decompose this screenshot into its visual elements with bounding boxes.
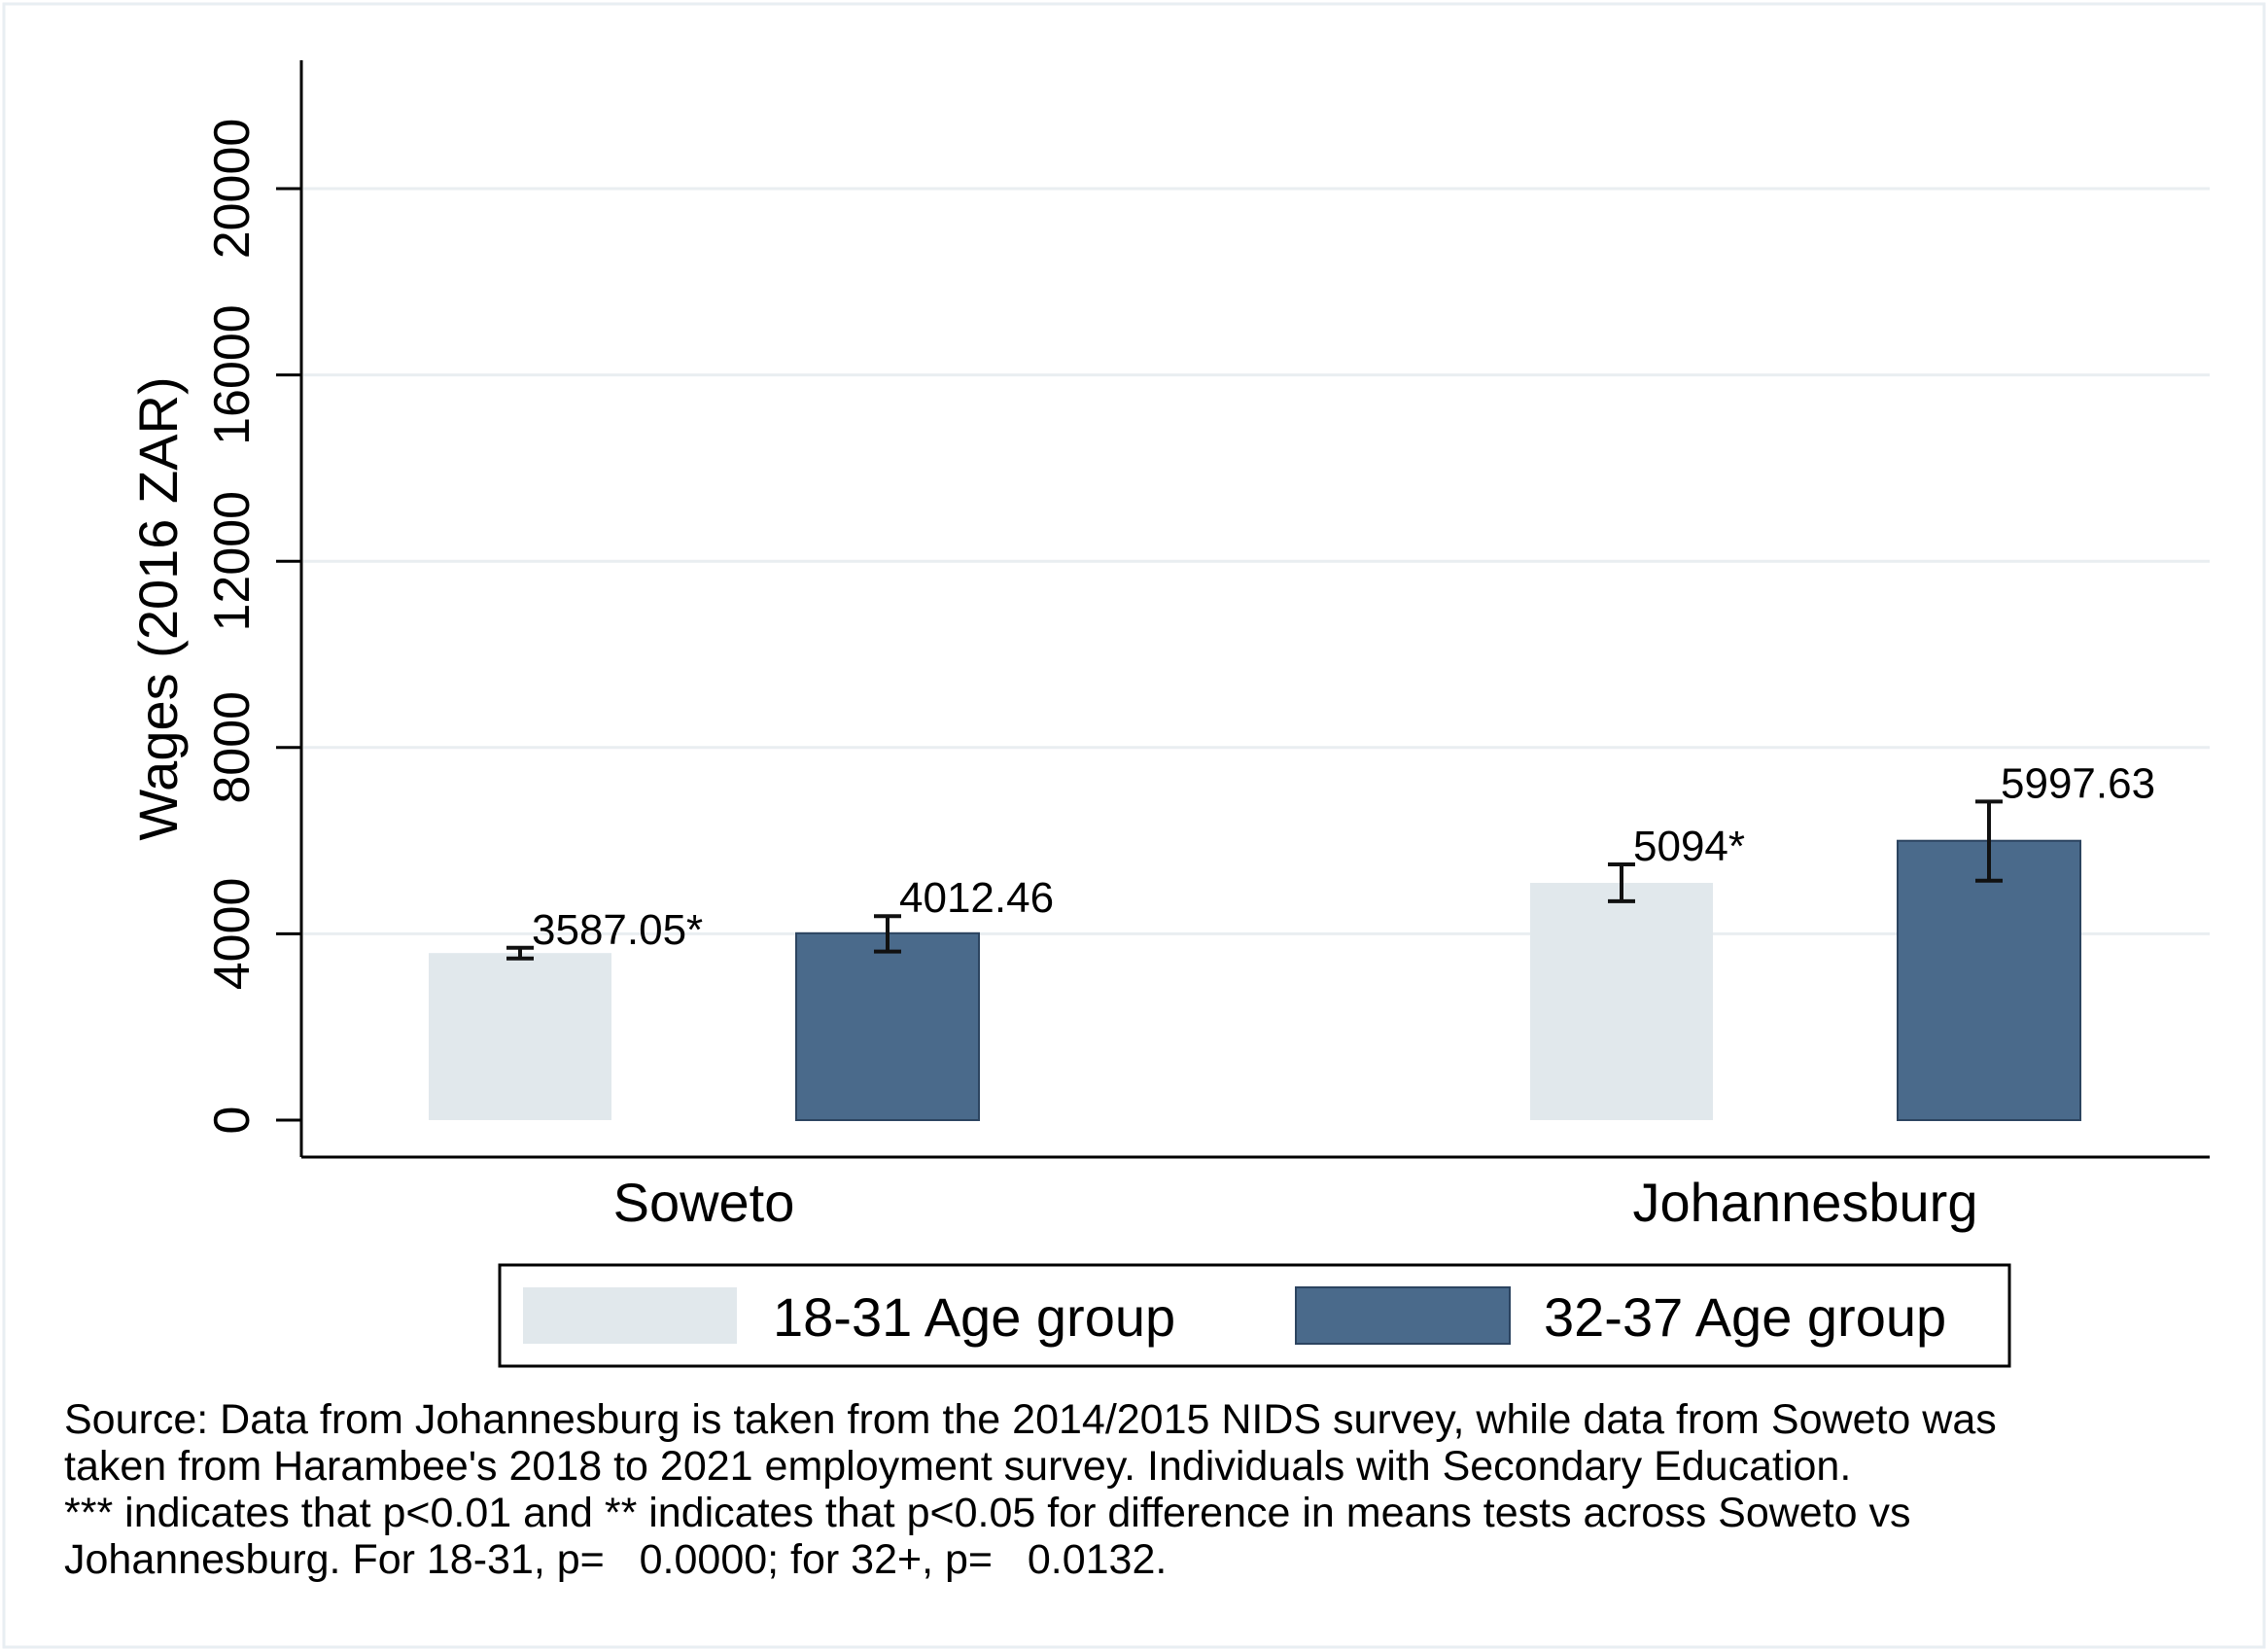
y-ticks: 0 4000 8000 12000 16000 20000 bbox=[204, 119, 301, 1135]
source-note-line: Source: Data from Johannesburg is taken … bbox=[64, 1396, 1997, 1443]
y-tick-label: 8000 bbox=[204, 691, 261, 804]
data-label: 5997.63 bbox=[2001, 759, 2155, 807]
source-note-line: *** indicates that p<0.01 and ** indicat… bbox=[64, 1490, 1911, 1536]
y-tick-label: 12000 bbox=[204, 491, 261, 632]
legend-swatch-18-31 bbox=[523, 1287, 737, 1344]
bar bbox=[1530, 882, 1713, 1120]
source-note: Source: Data from Johannesburg is taken … bbox=[64, 1396, 2242, 1583]
legend-label-32-37: 32-37 Age group bbox=[1544, 1286, 1946, 1348]
data-label: 3587.05* bbox=[532, 906, 703, 954]
bar bbox=[429, 953, 611, 1120]
bar bbox=[795, 931, 980, 1121]
data-label: 4012.46 bbox=[899, 874, 1054, 922]
y-tick-label: 16000 bbox=[204, 304, 261, 445]
bars: 3587.05* 4012.46 5094* 5997.63 bbox=[429, 759, 2155, 1121]
x-category-label: Soweto bbox=[613, 1172, 795, 1233]
legend: 18-31 Age group 32-37 Age group bbox=[498, 1263, 2011, 1368]
y-axis-label: Wages (2016 ZAR) bbox=[127, 376, 189, 840]
legend-box bbox=[498, 1263, 2011, 1368]
y-tick-label: 0 bbox=[204, 1107, 261, 1135]
bar bbox=[1897, 839, 2081, 1121]
legend-label-18-31: 18-31 Age group bbox=[773, 1286, 1175, 1348]
y-tick-label: 20000 bbox=[204, 119, 261, 260]
x-category-label: Johannesburg bbox=[1633, 1172, 1978, 1233]
source-note-line: Johannesburg. For 18-31, p= 0.0000; for … bbox=[64, 1536, 1168, 1583]
gridlines bbox=[303, 187, 2210, 935]
x-category-labels: Soweto Johannesburg bbox=[613, 1172, 1978, 1233]
axes bbox=[299, 60, 2210, 1159]
y-tick-label: 4000 bbox=[204, 878, 261, 991]
data-label: 5094* bbox=[1633, 823, 1745, 870]
source-note-line: taken from Harambee's 2018 to 2021 emplo… bbox=[64, 1443, 1852, 1490]
legend-swatch-32-37 bbox=[1295, 1286, 1511, 1345]
